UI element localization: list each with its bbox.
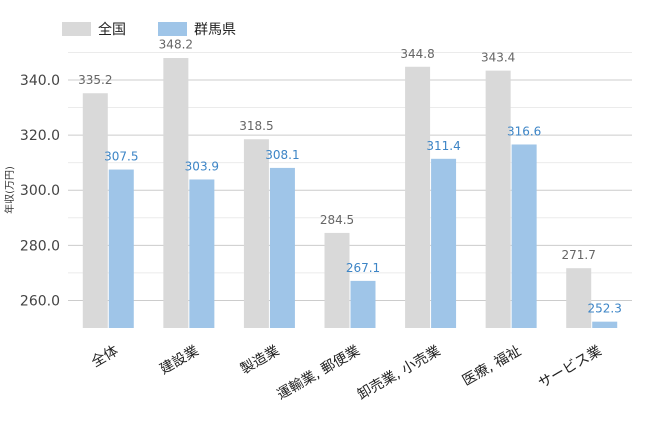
data-label: 348.2 (159, 37, 193, 51)
bar (108, 169, 134, 328)
data-label: 252.3 (588, 302, 622, 316)
data-label: 308.1 (265, 148, 299, 162)
bar (82, 93, 108, 328)
data-label: 343.4 (481, 51, 515, 65)
data-label: 335.2 (78, 73, 112, 87)
y-axis-label: 年収(万円) (3, 166, 16, 214)
data-label: 271.7 (562, 248, 596, 262)
bar (350, 280, 376, 328)
y-tick-label: 320.0 (20, 128, 60, 144)
x-category-label: 医療, 福祉 (459, 342, 524, 389)
legend: 全国 群馬県 (62, 21, 236, 38)
bar (269, 167, 295, 328)
grid-lines (68, 51, 632, 301)
y-axis-ticks: 260.0 280.0 300.0 320.0 340.0 (20, 73, 60, 309)
x-category-label: 製造業 (238, 343, 282, 378)
x-category-label: サービス業 (536, 343, 605, 392)
bar (566, 268, 592, 328)
data-labels: 335.2 307.5 348.2 303.9 318.5 308.1 284.5 267.1… (78, 37, 622, 315)
y-tick-label: 300.0 (20, 183, 60, 199)
legend-swatch (62, 22, 91, 36)
bar (431, 158, 457, 328)
data-label: 344.8 (400, 47, 434, 61)
bar (324, 232, 350, 328)
data-label: 311.4 (426, 139, 460, 153)
legend-label: 全国 (98, 21, 126, 38)
x-category-label: 全体 (88, 342, 121, 371)
data-label: 303.9 (185, 159, 219, 173)
bar (592, 321, 618, 328)
bar (243, 139, 269, 328)
bar (485, 70, 511, 329)
x-category-label: 運輸業, 郵便業 (274, 343, 362, 403)
data-label: 284.5 (320, 213, 354, 227)
y-tick-label: 340.0 (20, 73, 60, 89)
data-label: 318.5 (239, 119, 273, 133)
y-tick-label: 260.0 (20, 293, 60, 309)
legend-label: 群馬県 (194, 22, 236, 38)
data-label: 307.5 (104, 150, 138, 164)
x-category-label: 卸売業, 小売業 (355, 343, 443, 403)
bar (405, 66, 431, 329)
bars (82, 58, 618, 329)
x-category-label: 建設業 (157, 343, 201, 378)
legend-swatch (158, 22, 187, 36)
bar (163, 58, 189, 328)
data-label: 267.1 (346, 261, 380, 275)
bar (511, 144, 537, 328)
y-tick-label: 280.0 (20, 238, 60, 254)
bar (189, 179, 215, 328)
data-label: 316.6 (507, 124, 541, 138)
